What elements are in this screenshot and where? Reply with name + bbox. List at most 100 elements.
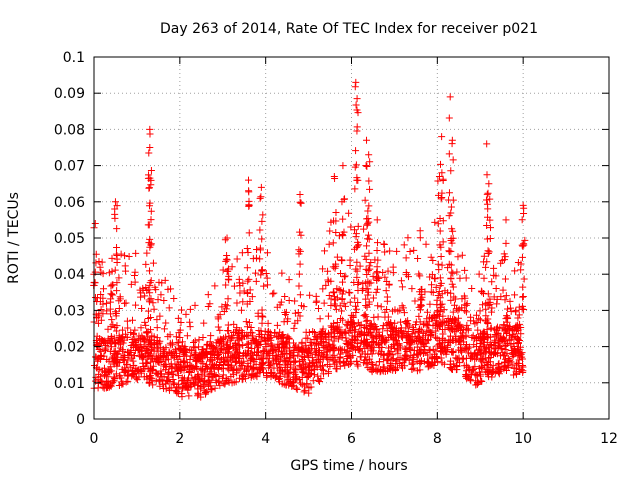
data-point [403, 320, 411, 328]
data-point [343, 341, 351, 349]
data-point [233, 357, 241, 365]
data-point [502, 315, 510, 323]
data-point [365, 177, 373, 185]
data-point [373, 285, 381, 293]
data-point [320, 299, 328, 307]
data-point [346, 298, 354, 306]
data-point [481, 345, 489, 353]
data-point [372, 322, 380, 330]
data-point [496, 365, 504, 373]
data-point [365, 235, 373, 243]
data-point [486, 216, 494, 224]
data-point [332, 260, 340, 268]
data-point [486, 353, 494, 361]
data-point [103, 307, 111, 315]
data-point [147, 240, 155, 248]
data-point [199, 352, 207, 360]
data-point [389, 351, 397, 359]
data-point [100, 337, 108, 345]
data-point [439, 343, 447, 351]
data-point [504, 305, 512, 313]
data-point [444, 264, 452, 272]
data-point [379, 269, 387, 277]
data-point [369, 294, 377, 302]
data-point [340, 273, 348, 281]
data-point [195, 376, 203, 384]
data-point [200, 377, 208, 385]
data-point [299, 365, 307, 373]
data-point [339, 316, 347, 324]
data-point [502, 292, 510, 300]
data-point [145, 184, 153, 192]
data-point [94, 357, 102, 365]
data-point [289, 339, 297, 347]
data-point [110, 377, 118, 385]
data-point [141, 318, 149, 326]
data-point [381, 313, 389, 321]
data-point [423, 321, 431, 329]
data-point [247, 362, 255, 370]
data-point [394, 307, 402, 315]
data-point [180, 357, 188, 365]
data-point [423, 308, 431, 316]
data-point [463, 321, 471, 329]
data-point [209, 343, 217, 351]
data-point [330, 300, 338, 308]
data-point [405, 343, 413, 351]
data-point [180, 349, 188, 357]
data-point [161, 360, 169, 368]
data-point [296, 247, 304, 255]
data-point [472, 311, 480, 319]
data-point [138, 347, 146, 355]
data-point [119, 346, 127, 354]
data-point [137, 351, 145, 359]
data-point [476, 349, 484, 357]
data-point [214, 349, 222, 357]
data-point [153, 324, 161, 332]
data-point [291, 319, 299, 327]
data-point [491, 369, 499, 377]
data-point [437, 253, 445, 261]
data-point [233, 331, 241, 339]
data-point [409, 356, 417, 364]
data-point [305, 389, 313, 397]
data-point [428, 281, 436, 289]
data-point [214, 315, 222, 323]
data-point [308, 345, 316, 353]
data-point [403, 347, 411, 355]
data-point [340, 228, 348, 236]
data-point [447, 296, 455, 304]
data-point [350, 319, 358, 327]
data-point [435, 340, 443, 348]
data-point [144, 221, 152, 229]
data-point [144, 349, 152, 357]
data-point [362, 301, 370, 309]
data-point [483, 140, 491, 148]
data-point [307, 341, 315, 349]
data-point [308, 360, 316, 368]
data-point [346, 261, 354, 269]
data-point [129, 357, 137, 365]
data-point [154, 340, 162, 348]
data-point [244, 249, 252, 257]
data-point [448, 239, 456, 247]
data-point [519, 363, 527, 371]
grid [94, 57, 609, 419]
data-point [169, 370, 177, 378]
data-point [354, 299, 362, 307]
data-point [408, 330, 416, 338]
data-point [394, 349, 402, 357]
data-point [239, 342, 247, 350]
data-point [339, 278, 347, 286]
data-point [125, 253, 133, 261]
data-point [164, 333, 172, 341]
chart-title: Day 263 of 2014, Rate Of TEC Index for r… [160, 21, 538, 37]
data-point [95, 257, 103, 265]
data-point [207, 356, 215, 364]
data-point [432, 327, 440, 335]
data-point [514, 314, 522, 322]
data-point [318, 365, 326, 373]
data-point [277, 298, 285, 306]
data-point [194, 392, 202, 400]
data-point [339, 215, 347, 223]
